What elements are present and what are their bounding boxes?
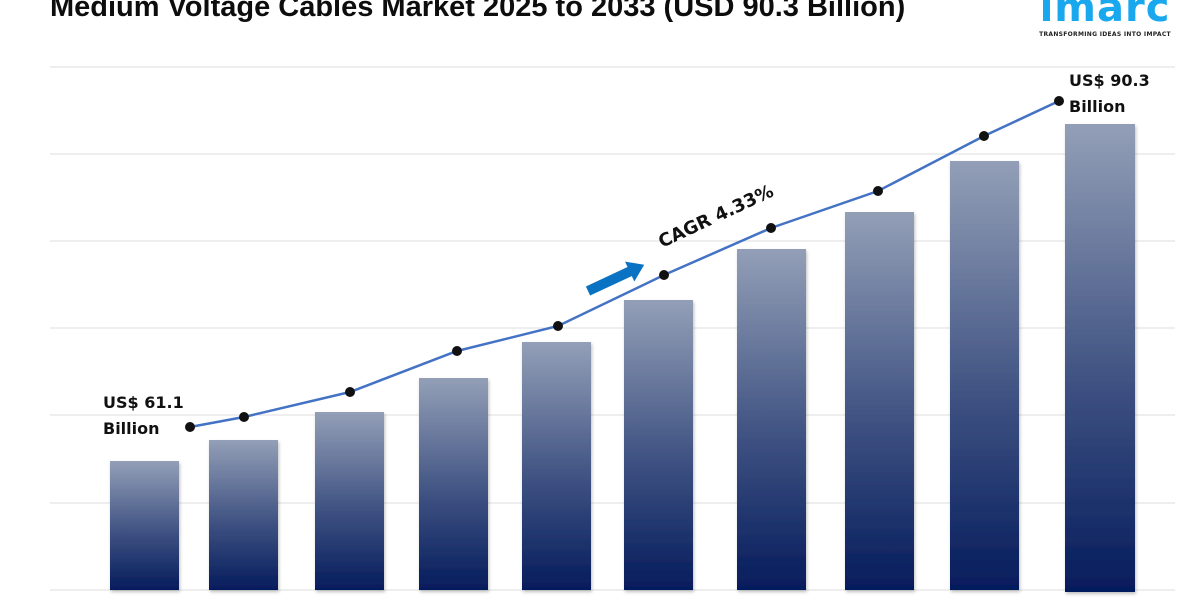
trend-line xyxy=(189,99,1060,429)
marker xyxy=(239,412,249,422)
logo-tagline: TRANSFORMING IDEAS INTO IMPACT xyxy=(1039,31,1171,38)
bar-2024 xyxy=(110,461,179,590)
chart-title: Medium Voltage Cables Market 2025 to 203… xyxy=(50,0,906,23)
cagr-label: CAGR 4.33% xyxy=(655,181,777,253)
marker xyxy=(452,346,462,356)
bar-2029 xyxy=(624,300,693,590)
logo-wordmark: imarc xyxy=(1039,0,1171,31)
bar-2028 xyxy=(522,342,591,590)
growth-arrow-icon xyxy=(585,261,645,296)
marker xyxy=(1054,96,1064,106)
start-value-line1: US$ 61.1 xyxy=(103,393,184,412)
end-value-line1: US$ 90.3 xyxy=(1069,71,1150,90)
trend-markers xyxy=(185,96,1064,432)
bar-2032 xyxy=(950,161,1019,590)
end-value-line2: Billion xyxy=(1069,97,1126,116)
bar-2027 xyxy=(419,378,488,590)
imarc-logo: imarc TRANSFORMING IDEAS INTO IMPACT xyxy=(1030,0,1180,38)
bar-2030 xyxy=(737,249,806,590)
bar-2033 xyxy=(1065,124,1135,592)
bars xyxy=(110,124,1135,592)
marker xyxy=(766,223,776,233)
marker xyxy=(345,387,355,397)
bar-2025 xyxy=(209,440,278,590)
marker xyxy=(873,186,883,196)
marker xyxy=(185,422,195,432)
bar-2026 xyxy=(315,412,384,590)
marker xyxy=(979,131,989,141)
bar-2031 xyxy=(845,212,914,590)
marker xyxy=(553,321,563,331)
start-value-line2: Billion xyxy=(103,419,160,438)
marker xyxy=(659,270,669,280)
